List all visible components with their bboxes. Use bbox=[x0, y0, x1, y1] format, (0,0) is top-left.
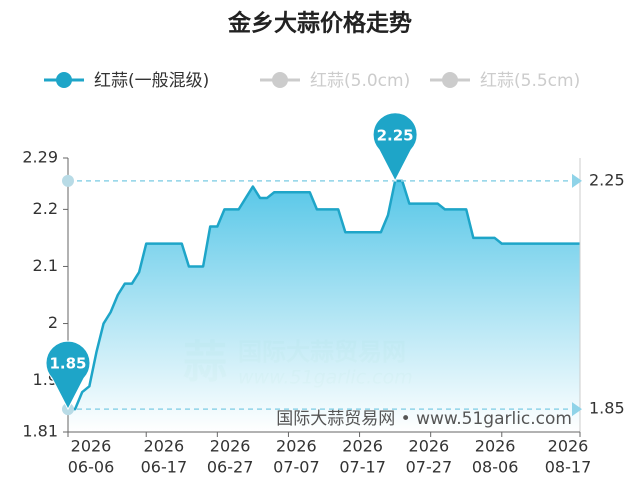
y-tick-label: 2.2 bbox=[33, 199, 58, 218]
mark-line-label: 2.25 bbox=[589, 170, 625, 189]
x-tick-label: 2026 bbox=[475, 437, 516, 456]
x-tick-label: 2026 bbox=[210, 437, 251, 456]
legend-label[interactable]: 红蒜(5.0cm) bbox=[310, 71, 410, 91]
mark-point-label: 2.25 bbox=[377, 126, 414, 144]
legend-label[interactable]: 红蒜(一般混级) bbox=[94, 71, 209, 91]
legend-dot[interactable] bbox=[272, 72, 288, 88]
mark-line-arrow bbox=[572, 402, 582, 417]
source: 国际大蒜贸易网 • www.51garlic.com bbox=[276, 409, 572, 429]
x-tick-label: 2026 bbox=[342, 437, 383, 456]
y-tick-label: 1.81 bbox=[22, 422, 58, 441]
x-tick-label: 08-06 bbox=[472, 458, 519, 477]
area bbox=[68, 180, 580, 432]
legend-label[interactable]: 红蒜(5.5cm) bbox=[480, 71, 580, 91]
x-tick-label: 06-17 bbox=[141, 458, 188, 477]
mark-line-start bbox=[62, 174, 74, 187]
x-tick-label: 07-17 bbox=[339, 458, 386, 477]
y-tick-label: 2.1 bbox=[33, 256, 58, 275]
x-tick-label: 07-27 bbox=[406, 458, 453, 477]
y-tick-label: 2.29 bbox=[22, 148, 58, 167]
x-tick-label: 2026 bbox=[71, 437, 112, 456]
x-tick-label: 07-07 bbox=[273, 458, 320, 477]
x-tick-label: 2026 bbox=[144, 437, 185, 456]
mark-point-label: 1.85 bbox=[49, 355, 86, 373]
y-tick-label: 2 bbox=[48, 313, 58, 332]
x-tick-label: 2026 bbox=[276, 437, 317, 456]
legend-dot[interactable] bbox=[56, 72, 72, 88]
mark-point bbox=[45, 340, 91, 411]
x-tick-label: 06-27 bbox=[207, 458, 254, 477]
legend-dot[interactable] bbox=[442, 72, 458, 88]
mark-point bbox=[372, 112, 418, 182]
mark-line-arrow bbox=[572, 173, 582, 188]
line bbox=[68, 179, 580, 411]
mark-line-label: 1.85 bbox=[589, 399, 625, 418]
x-tick-label: 2026 bbox=[409, 437, 450, 456]
x-tick-label: 08-17 bbox=[545, 458, 592, 477]
chart-title: 金乡大蒜价格走势 bbox=[227, 10, 412, 37]
x-tick-label: 2026 bbox=[548, 437, 589, 456]
x-tick-label: 06-06 bbox=[68, 458, 115, 477]
